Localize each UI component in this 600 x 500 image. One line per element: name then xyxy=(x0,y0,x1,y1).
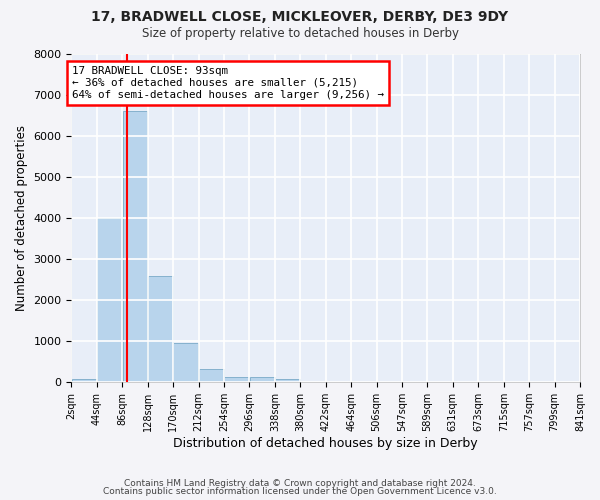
Bar xyxy=(224,377,249,382)
Bar xyxy=(199,369,224,382)
Bar xyxy=(97,218,122,382)
Text: Contains public sector information licensed under the Open Government Licence v3: Contains public sector information licen… xyxy=(103,487,497,496)
Bar xyxy=(71,379,97,382)
Bar xyxy=(250,378,275,382)
Bar xyxy=(122,112,148,382)
X-axis label: Distribution of detached houses by size in Derby: Distribution of detached houses by size … xyxy=(173,437,478,450)
Text: Size of property relative to detached houses in Derby: Size of property relative to detached ho… xyxy=(142,28,458,40)
Text: 17, BRADWELL CLOSE, MICKLEOVER, DERBY, DE3 9DY: 17, BRADWELL CLOSE, MICKLEOVER, DERBY, D… xyxy=(91,10,509,24)
Bar xyxy=(275,379,300,382)
Bar xyxy=(173,343,199,382)
Bar xyxy=(148,276,173,382)
Text: 17 BRADWELL CLOSE: 93sqm
← 36% of detached houses are smaller (5,215)
64% of sem: 17 BRADWELL CLOSE: 93sqm ← 36% of detach… xyxy=(72,66,384,100)
Y-axis label: Number of detached properties: Number of detached properties xyxy=(15,125,28,311)
Text: Contains HM Land Registry data © Crown copyright and database right 2024.: Contains HM Land Registry data © Crown c… xyxy=(124,478,476,488)
